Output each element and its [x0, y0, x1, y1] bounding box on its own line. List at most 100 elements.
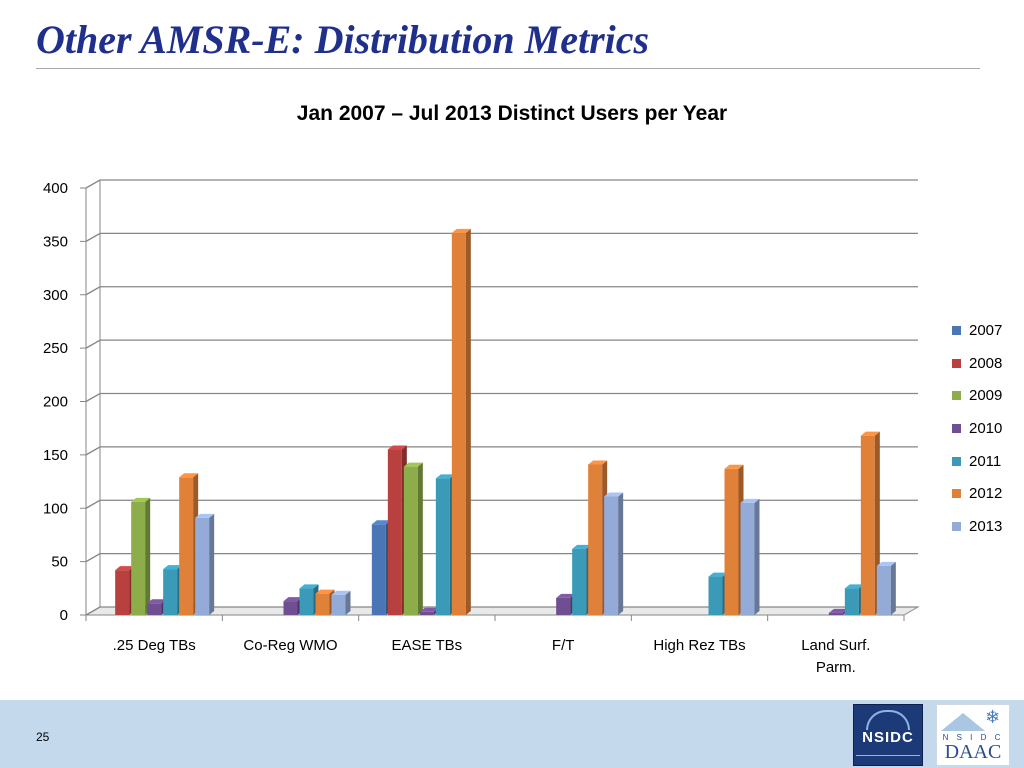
daac-logo-letters: N S I D C — [942, 733, 1004, 742]
bar-top-2013 — [876, 561, 896, 566]
legend-label: 2012 — [969, 485, 1003, 503]
bar-top-2012 — [724, 464, 744, 469]
legend-label: 2011 — [969, 452, 1002, 470]
bar-side-2013 — [209, 513, 215, 615]
bar-top-2013 — [604, 492, 624, 497]
legend-item: 2007 — [952, 314, 1002, 347]
bar-top-2010 — [283, 597, 303, 602]
bar-side-2013 — [618, 492, 624, 615]
bar-2012 — [179, 477, 194, 615]
bar-2013 — [604, 496, 619, 615]
y-tick-label: 250 — [43, 340, 68, 357]
y-tick-label: 100 — [43, 500, 68, 517]
legend-item: 2009 — [952, 379, 1002, 412]
daac-logo: ❄ N S I D C DAAC — [936, 704, 1010, 766]
bar-top-2009 — [131, 497, 151, 502]
bar-2011 — [844, 588, 859, 615]
legend-swatch — [952, 325, 961, 335]
page-number: 25 — [36, 730, 50, 744]
bar-top-2008 — [387, 445, 407, 450]
bar-chart: 0 50 100 150 200 250 300 350 400 .25 Deg TBs Co-Re… — [43, 179, 920, 676]
mountain-icon — [941, 713, 985, 731]
legend-item: 2010 — [952, 412, 1002, 445]
bar-top-2011 — [708, 572, 728, 577]
x-tick-label: Land Surf. — [801, 637, 870, 654]
legend-label: 2009 — [969, 387, 1003, 405]
legend-swatch — [952, 489, 961, 499]
bar-top-2012 — [451, 228, 471, 233]
bar-2013 — [740, 502, 755, 615]
bar-top-2007 — [371, 520, 391, 525]
legend-swatch — [952, 358, 961, 368]
bar-2007 — [371, 524, 386, 615]
y-tick-label: 50 — [51, 554, 68, 571]
bar-top-2012 — [860, 431, 880, 436]
bar-top-2013 — [331, 590, 351, 595]
bar-2012 — [724, 468, 739, 615]
legend-label: 2008 — [969, 354, 1003, 372]
legend-label: 2010 — [969, 419, 1003, 437]
bar-2011 — [435, 478, 450, 615]
bar-top-2010 — [828, 608, 848, 613]
snowflake-icon: ❄ — [985, 707, 1001, 728]
bar-top-2011 — [844, 584, 864, 589]
bar-top-2012 — [588, 460, 608, 465]
legend-swatch — [952, 423, 961, 433]
bar-top-2010 — [556, 593, 576, 598]
bar-side-2009 — [145, 497, 151, 615]
bar-top-2013 — [195, 513, 215, 518]
bar-2013 — [195, 517, 210, 615]
bar-2008 — [387, 449, 402, 615]
y-tick-label: 300 — [43, 287, 68, 304]
bar-2013 — [876, 565, 891, 615]
x-tick-label: F/T — [552, 637, 575, 654]
y-tick-label: 200 — [43, 394, 68, 411]
slide-footer: 25 NSIDC ❄ N S I D C DAAC — [0, 700, 1024, 768]
legend-swatch — [952, 456, 961, 466]
y-tick-label: 350 — [43, 233, 68, 250]
bar-2009 — [403, 466, 418, 615]
nsidc-logo: NSIDC — [853, 704, 923, 766]
bar-top-2011 — [435, 474, 455, 479]
title-divider — [36, 68, 980, 69]
bar-top-2012 — [179, 473, 199, 478]
bar-2010 — [283, 601, 298, 615]
bar-2011 — [163, 569, 178, 615]
globe-icon — [866, 710, 910, 730]
bar-top-2011 — [572, 544, 592, 549]
slide-title: Other AMSR-E: Distribution Metrics — [36, 17, 650, 62]
bar-2011 — [708, 576, 723, 615]
bar-top-2012 — [315, 589, 335, 594]
bar-side-2012 — [465, 228, 471, 615]
bar-top-2013 — [740, 498, 760, 503]
nsidc-logo-rule — [856, 755, 920, 762]
bar-2010 — [828, 612, 843, 615]
bar-2010 — [556, 597, 571, 615]
legend-label: 2007 — [969, 321, 1003, 339]
bar-2012 — [588, 464, 603, 615]
bar-2010 — [419, 611, 434, 615]
bar-2013 — [331, 594, 346, 615]
x-tick-label: .25 Deg TBs — [113, 637, 196, 654]
chart-legend: 2007 2008 2009 2010 2011 2012 2013 — [952, 314, 1002, 543]
bar-2008 — [115, 570, 130, 615]
nsidc-logo-text: NSIDC — [862, 729, 914, 746]
bar-2012 — [860, 435, 875, 615]
bar-top-2011 — [299, 584, 319, 589]
chart-title: Jan 2007 – Jul 2013 Distinct Users per Y… — [296, 102, 728, 125]
legend-item: 2008 — [952, 347, 1002, 380]
x-tick-label: High Rez TBs — [653, 637, 745, 654]
daac-logo-text: DAAC — [944, 741, 1002, 763]
x-tick-label: Parm. — [816, 659, 856, 676]
y-tick-label: 0 — [60, 607, 68, 624]
bar-side-2009 — [417, 462, 423, 615]
legend-item: 2012 — [952, 477, 1002, 510]
legend-label: 2013 — [969, 517, 1003, 535]
bar-top-2011 — [163, 565, 183, 570]
bar-2012 — [315, 593, 330, 615]
legend-swatch — [952, 391, 961, 401]
bar-2011 — [572, 548, 587, 615]
bar-2010 — [147, 603, 162, 615]
bar-side-2013 — [890, 561, 896, 615]
x-tick-label: Co-Reg WMO — [243, 637, 337, 654]
